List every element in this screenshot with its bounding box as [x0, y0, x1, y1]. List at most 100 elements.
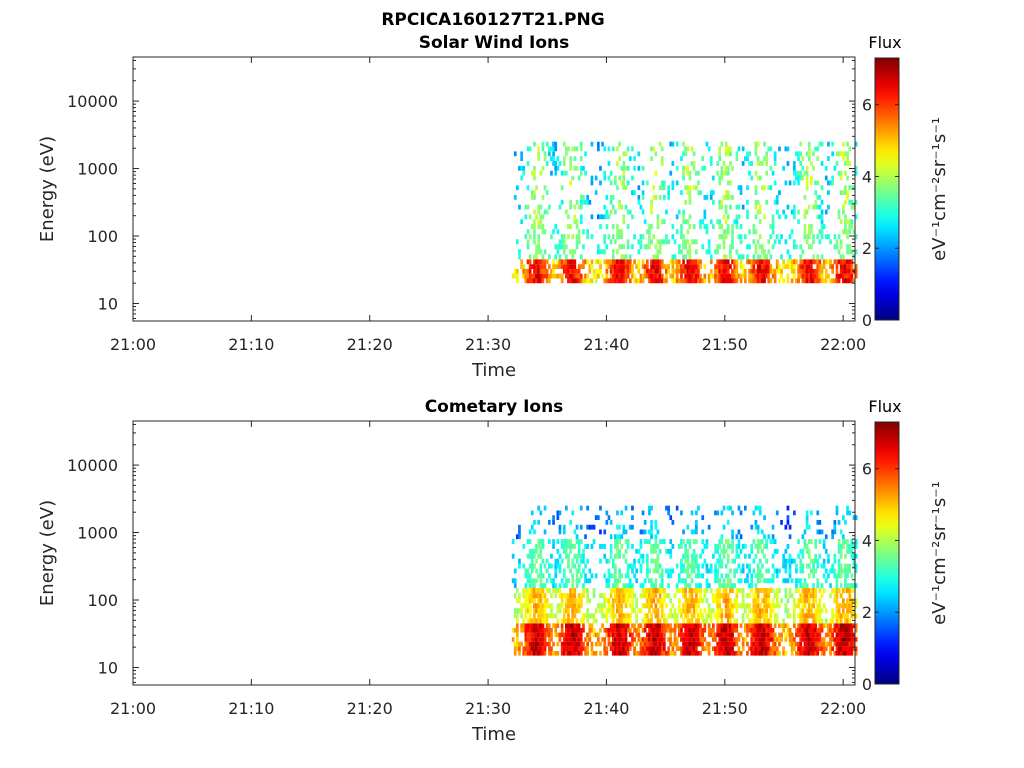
heatmap-cell — [695, 170, 698, 176]
heatmap-cell — [852, 515, 856, 520]
heatmap-cell — [575, 524, 579, 530]
heatmap-cell — [526, 618, 530, 624]
heatmap-cell — [646, 651, 649, 656]
heatmap-cell — [748, 646, 751, 651]
heatmap-cell — [654, 632, 658, 638]
heatmap-cell — [775, 603, 779, 609]
heatmap-cell — [752, 224, 756, 230]
heatmap-cell — [586, 578, 589, 584]
heatmap-cell — [746, 578, 749, 584]
heatmap-cell — [716, 170, 719, 176]
heatmap-cell — [701, 641, 705, 647]
heatmap-cell — [541, 146, 545, 152]
heatmap-cell — [565, 623, 568, 628]
heatmap-cell — [818, 520, 822, 525]
heatmap-cell — [590, 175, 594, 181]
heatmap-cell — [620, 534, 624, 540]
heatmap-cell — [835, 505, 839, 511]
heatmap-cell — [688, 598, 692, 604]
heatmap-cell — [622, 651, 626, 656]
heatmap-cell — [758, 632, 762, 638]
heatmap-cell — [535, 578, 538, 584]
heatmap-cell — [816, 529, 820, 535]
heatmap-cell — [801, 593, 805, 599]
heatmap-cell — [526, 588, 530, 594]
heatmap-cell — [731, 628, 734, 633]
heatmap-cell — [567, 259, 570, 265]
heatmap-cell — [607, 214, 611, 220]
heatmap-cell — [652, 234, 656, 240]
heatmap-cell — [733, 603, 736, 609]
heatmap-cell — [726, 539, 730, 544]
heatmap-cell — [775, 548, 779, 554]
heatmap-cell — [603, 278, 607, 284]
heatmap-cell — [628, 563, 632, 569]
heatmap-cell — [680, 190, 683, 195]
heatmap-cell — [763, 515, 766, 520]
heatmap-cell — [782, 259, 785, 265]
heatmap-cell — [765, 259, 768, 265]
heatmap-cell — [820, 161, 824, 166]
heatmap-cell — [805, 583, 809, 589]
heatmap-cell — [673, 651, 677, 656]
heatmap-cell — [820, 608, 824, 614]
heatmap-cell — [690, 578, 694, 584]
heatmap-cell — [584, 273, 587, 279]
heatmap-cell — [541, 141, 545, 147]
heatmap-cell — [669, 641, 673, 647]
heatmap-cell — [573, 544, 577, 549]
heatmap-cell — [842, 628, 845, 633]
heatmap-cell — [756, 268, 760, 274]
heatmap-cell — [714, 510, 717, 516]
heatmap-cell — [820, 254, 824, 260]
heatmap-cell — [633, 273, 636, 279]
heatmap-cell — [571, 583, 575, 589]
heatmap-cell — [765, 544, 768, 549]
heatmap-cell — [528, 623, 532, 628]
heatmap-cell — [712, 273, 715, 279]
heatmap-cell — [756, 563, 760, 569]
heatmap-cell — [603, 603, 607, 609]
heatmap-cell — [848, 199, 852, 205]
heatmap-cell — [707, 623, 711, 628]
heatmap-cell — [677, 603, 681, 609]
heatmap-cell — [761, 548, 764, 554]
heatmap-cell — [530, 170, 534, 176]
heatmap-cell — [829, 646, 832, 651]
heatmap-cell — [729, 180, 732, 186]
heatmap-cell — [795, 244, 798, 250]
heatmap-cell — [565, 598, 568, 604]
heatmap-cell — [820, 185, 824, 191]
heatmap-cell — [618, 234, 621, 240]
heatmap-cell — [707, 613, 711, 619]
heatmap-cell — [628, 268, 632, 274]
heatmap-cell — [726, 603, 730, 609]
heatmap-cell — [812, 623, 815, 628]
heatmap-cell — [814, 646, 817, 651]
heatmap-cell — [548, 628, 551, 633]
heatmap-cell — [833, 259, 837, 265]
heatmap-cell — [761, 588, 764, 594]
heatmap-cell — [639, 637, 643, 642]
heatmap-cell — [688, 244, 692, 250]
heatmap-cell — [631, 273, 634, 279]
heatmap-cell — [733, 598, 736, 604]
heatmap-cell — [646, 598, 649, 604]
heatmap-cell — [541, 618, 545, 624]
heatmap-cell — [756, 161, 760, 166]
heatmap-cell — [599, 603, 602, 609]
heatmap-cell — [669, 273, 673, 279]
heatmap-cell — [775, 637, 779, 642]
heatmap-cell — [761, 637, 764, 642]
heatmap-cell — [726, 553, 730, 559]
heatmap-cell — [799, 563, 803, 569]
heatmap-cell — [810, 224, 813, 230]
heatmap-cell — [614, 268, 617, 274]
heatmap-cell — [537, 268, 540, 274]
heatmap-cell — [569, 268, 572, 274]
heatmap-cell — [530, 637, 534, 642]
heatmap-cell — [722, 505, 726, 511]
heatmap-cell — [537, 259, 540, 265]
heatmap-cell — [573, 204, 577, 210]
heatmap-cell — [831, 264, 834, 269]
